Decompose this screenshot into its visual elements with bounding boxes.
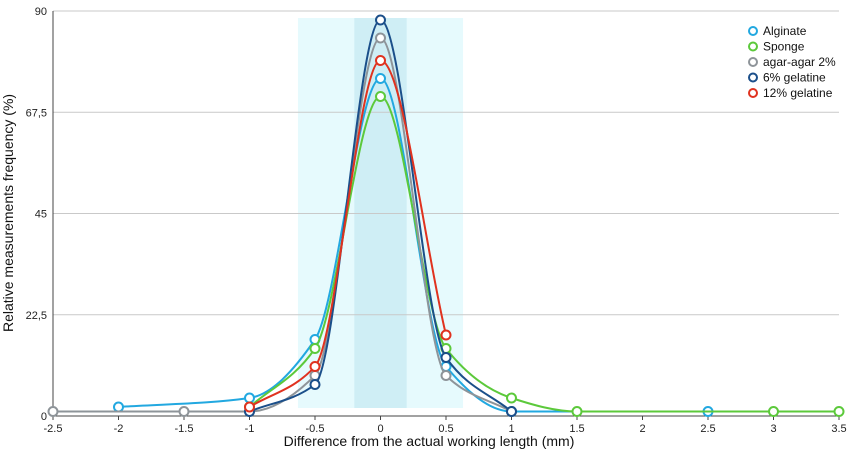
data-point-6-gelatine bbox=[506, 406, 517, 417]
x-tick-label: -2 bbox=[114, 423, 124, 435]
y-tick-label: 45 bbox=[35, 209, 47, 221]
series-12-gelatine bbox=[244, 55, 452, 413]
x-tick-label: 3 bbox=[770, 423, 776, 435]
axes: 0 22,5 45 67,5 90 -2.5 -2 -1.5 -1 -0.5 0 0.5 1 1.5 2 2.… bbox=[26, 6, 847, 435]
legend-label-12-gelatine: 12% gelatine bbox=[763, 86, 833, 100]
y-tick-label: 67,5 bbox=[26, 107, 47, 119]
legend-marker-sponge bbox=[748, 41, 758, 52]
data-point-12-gelatine bbox=[244, 401, 255, 413]
x-tick-label: 1.5 bbox=[569, 423, 584, 435]
x-tick-label: 2 bbox=[639, 423, 645, 435]
legend-label-agar-agar-2: agar-agar 2% bbox=[763, 55, 836, 69]
data-point-sponge bbox=[506, 392, 517, 404]
data-point-agar-agar-2 bbox=[440, 370, 452, 381]
legend-marker-agar-agar-2 bbox=[748, 57, 758, 67]
y-axis-title: Relative measurements frequency (%) bbox=[0, 94, 16, 332]
y-tick-label: 22,5 bbox=[26, 310, 47, 322]
data-point-agar-agar-2 bbox=[47, 406, 59, 417]
x-tick-label: 0 bbox=[377, 423, 383, 435]
data-point-12-gelatine bbox=[309, 361, 321, 372]
y-tick-label: 0 bbox=[41, 411, 47, 423]
series-layer bbox=[47, 14, 845, 417]
gridlines bbox=[53, 10, 839, 316]
series-6-gelatine bbox=[244, 14, 517, 417]
y-tick-label: 90 bbox=[35, 6, 47, 18]
data-point-sponge bbox=[833, 406, 845, 417]
data-point-agar-agar-2 bbox=[178, 406, 190, 417]
series-line-12-gelatine bbox=[248, 59, 447, 408]
legend-marker-12-gelatine bbox=[748, 88, 758, 98]
data-point-sponge bbox=[768, 406, 779, 417]
x-tick-label: -0.5 bbox=[306, 423, 325, 435]
x-tick-label: -2.5 bbox=[44, 423, 63, 435]
data-point-agar-agar-2 bbox=[375, 32, 386, 44]
data-point-sponge bbox=[309, 343, 321, 354]
x-tick-label: 0.5 bbox=[438, 423, 453, 435]
data-point-alginate bbox=[244, 392, 255, 404]
legend-label-alginate: Alginate bbox=[763, 24, 807, 38]
x-tick-label: 2.5 bbox=[700, 423, 715, 435]
data-point-sponge bbox=[375, 91, 386, 102]
legend-label-6-gelatine: 6% gelatine bbox=[763, 71, 826, 85]
x-tick-label: 3.5 bbox=[831, 423, 846, 435]
x-axis-title: Difference from the actual working lengt… bbox=[284, 433, 575, 449]
legend-label-sponge: Sponge bbox=[763, 40, 805, 54]
data-point-sponge bbox=[571, 406, 583, 417]
legend-marker-alginate bbox=[748, 26, 758, 36]
data-point-6-gelatine bbox=[440, 352, 452, 363]
data-point-alginate bbox=[375, 73, 386, 84]
data-point-alginate bbox=[113, 401, 124, 413]
data-point-12-gelatine bbox=[375, 55, 386, 66]
x-tick-label: 1 bbox=[508, 423, 514, 435]
data-point-6-gelatine bbox=[375, 14, 386, 26]
x-tick-label: -1 bbox=[245, 423, 255, 435]
data-point-6-gelatine bbox=[309, 379, 321, 390]
x-tick-label: -1.5 bbox=[175, 423, 194, 435]
data-point-12-gelatine bbox=[440, 329, 452, 341]
legend-marker-6-gelatine bbox=[748, 72, 758, 83]
